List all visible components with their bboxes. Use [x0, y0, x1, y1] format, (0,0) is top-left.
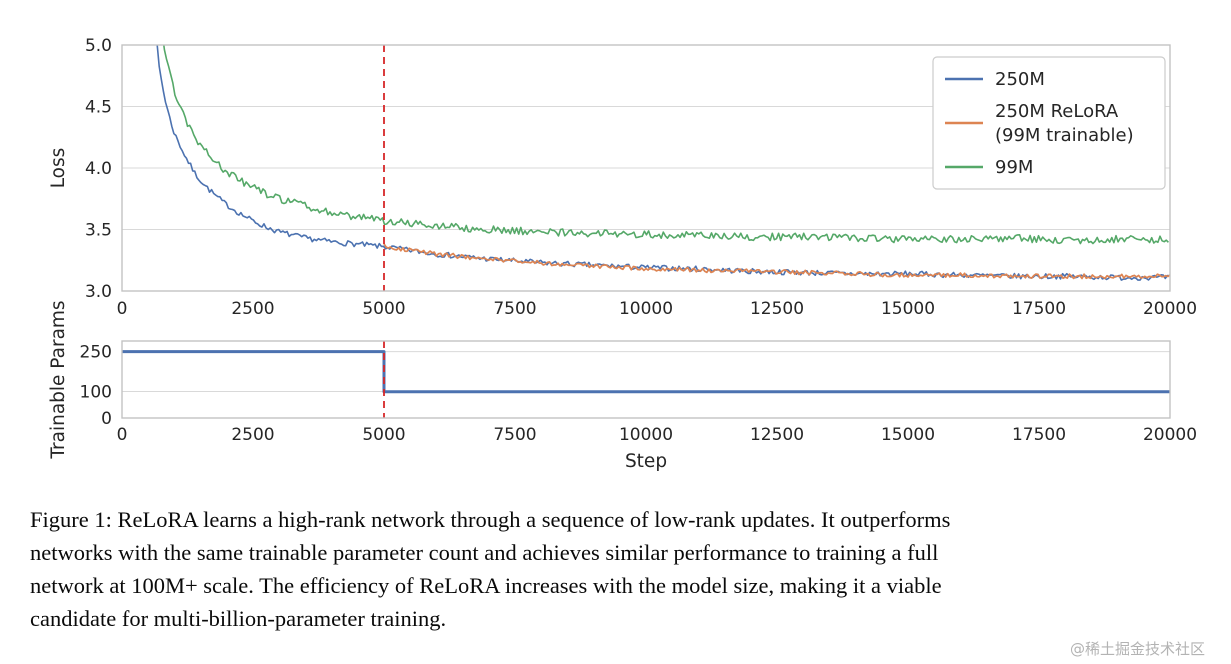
axes-box — [121, 44, 1171, 292]
loss-chart: 3.0 3.5 4.0 4.5 5.0 0 2500 5000 7500 10000 12500 15… — [48, 36, 1197, 319]
x-tick-label: 7500 — [493, 299, 536, 319]
legend-label: 99M — [995, 157, 1033, 178]
x-tick-label: 10000 — [619, 299, 673, 319]
y-tick-label: 250 — [80, 343, 112, 363]
figure-caption: Figure 1: ReLoRA learns a high-rank netw… — [30, 503, 1210, 635]
watermark: @稀土掘金技术社区 — [1069, 640, 1205, 658]
x-tick-label: 20000 — [1143, 425, 1197, 445]
x-tick-label: 7500 — [493, 425, 536, 445]
legend-label: (99M trainable) — [995, 125, 1134, 146]
legend-label: 250M ReLoRA — [995, 101, 1119, 122]
caption-line-4: candidate for multi-billion-parameter tr… — [30, 606, 447, 631]
y-tick-label: 5.0 — [85, 36, 112, 56]
x-tick-label: 2500 — [231, 425, 274, 445]
caption-line-2: networks with the same trainable paramet… — [30, 540, 939, 565]
y-tick-label: 100 — [80, 382, 112, 402]
series-250M — [156, 45, 1170, 281]
y-tick-label: 3.5 — [85, 221, 112, 241]
y-tick-label: 4.5 — [85, 98, 112, 118]
series-99M — [162, 45, 1169, 245]
x-tick-label: 2500 — [231, 299, 274, 319]
x-tick-label: 17500 — [1012, 299, 1066, 319]
x-tick-label: 12500 — [750, 299, 804, 319]
y-axis-label: Trainable Params — [48, 300, 69, 459]
y-tick-label: 4.0 — [85, 159, 112, 179]
caption-line-3: network at 100M+ scale. The efficiency o… — [30, 573, 942, 598]
x-tick-label: 5000 — [362, 425, 405, 445]
x-tick-label: 17500 — [1012, 425, 1066, 445]
legend: 250M 250M ReLoRA (99M trainable) 99M — [932, 56, 1166, 190]
y-axis-label: Loss — [48, 148, 69, 189]
x-tick-label: 15000 — [881, 425, 935, 445]
x-tick-label: 10000 — [619, 425, 673, 445]
x-tick-label: 0 — [117, 425, 128, 445]
axes-box — [121, 340, 1171, 419]
x-tick-label: 0 — [117, 299, 128, 319]
x-tick-label: 20000 — [1143, 299, 1197, 319]
y-tick-label: 0 — [101, 409, 112, 429]
y-tick-label: 3.0 — [85, 282, 112, 302]
x-tick-label: 12500 — [750, 425, 804, 445]
x-tick-label: 15000 — [881, 299, 935, 319]
plot-area — [156, 45, 1170, 281]
series-250M ReLoRA (99M trainable) — [383, 243, 1170, 280]
legend-box — [932, 56, 1166, 190]
x-tick-label: 5000 — [362, 299, 405, 319]
caption-line-1: Figure 1: ReLoRA learns a high-rank netw… — [30, 507, 951, 532]
x-axis-label: Step — [625, 451, 667, 472]
legend-label: 250M — [995, 69, 1045, 90]
figure-charts: 3.03.54.04.55.00 2500 5000 7500 10000 12500 15… — [48, 36, 1197, 472]
